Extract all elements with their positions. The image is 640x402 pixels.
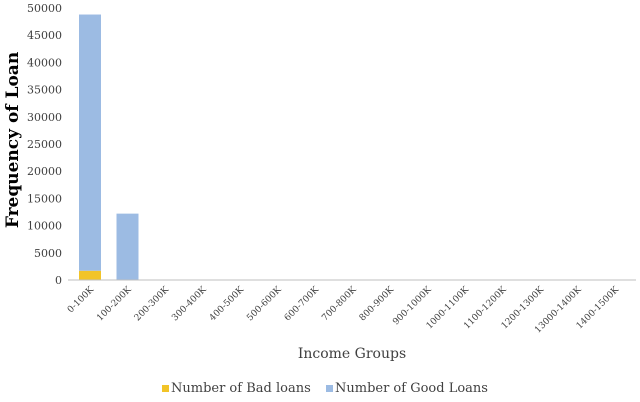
legend-label: Number of Bad loans <box>171 381 311 396</box>
y-axis-title: Frequency of Loan <box>3 52 23 228</box>
x-tick-label: 500-600K <box>245 285 283 323</box>
y-tick-label: 5000 <box>34 247 62 260</box>
y-tick-label: 25000 <box>27 138 62 151</box>
x-tick-label: 400-500K <box>208 285 246 323</box>
y-tick-label: 10000 <box>27 220 62 233</box>
y-tick-label: 50000 <box>27 2 62 15</box>
bar-segment <box>79 270 101 280</box>
y-tick-label: 35000 <box>27 84 62 97</box>
y-tick-label: 30000 <box>27 111 62 124</box>
bar-segment <box>79 14 101 271</box>
x-tick-label: 800-900K <box>358 285 396 323</box>
x-tick-label: 600-700K <box>283 285 321 323</box>
bar-segment <box>116 213 139 280</box>
y-axis: 0 5000 10000 15000 20000 25000 30000 35000 40000… <box>27 2 62 287</box>
x-axis-title: Income Groups <box>298 346 406 362</box>
legend-swatch <box>326 385 333 392</box>
x-tick-label: 200-300K <box>133 285 171 323</box>
x-tick-label: 0-100K <box>66 285 96 315</box>
x-axis-ticks: 0-100K 100-200K 200-300K 300-400K 400-500K 50… <box>66 285 621 336</box>
legend-label: Number of Good Loans <box>335 381 488 396</box>
y-tick-label: 20000 <box>27 165 62 178</box>
bars <box>79 14 139 280</box>
x-tick-label: 700-800K <box>320 285 358 323</box>
x-tick-label: 300-400K <box>170 285 208 323</box>
legend: Number of Bad loans Number of Good Loans <box>162 381 488 396</box>
y-tick-label: 0 <box>55 274 62 287</box>
x-tick-label: 100-200K <box>95 285 133 323</box>
legend-swatch <box>162 385 169 392</box>
y-tick-label: 15000 <box>27 192 62 205</box>
y-tick-label: 45000 <box>27 29 62 42</box>
y-tick-label: 40000 <box>27 56 62 69</box>
